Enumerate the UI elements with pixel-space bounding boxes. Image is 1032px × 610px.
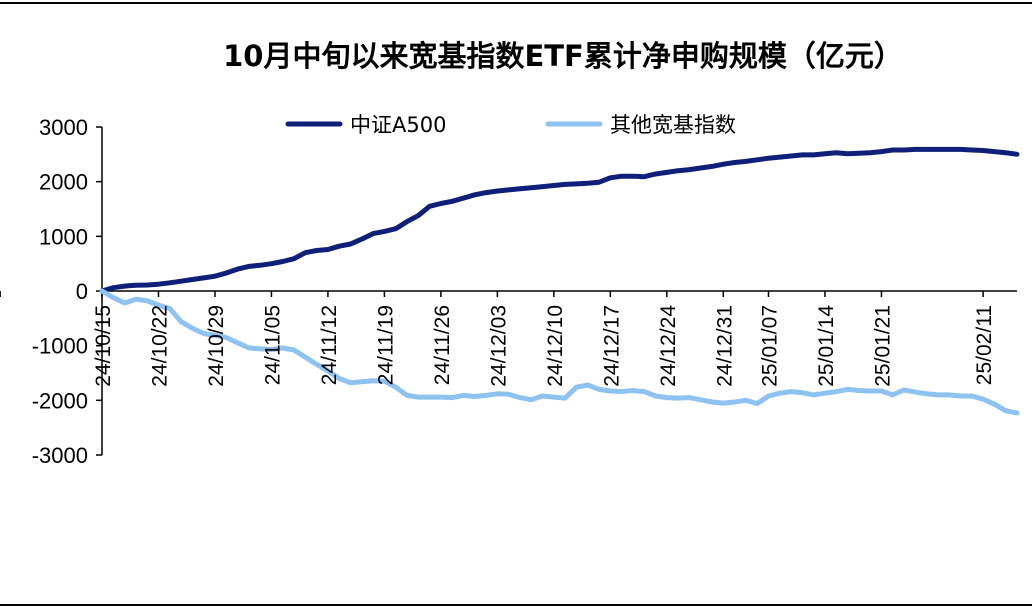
series-line-1 <box>99 146 1020 294</box>
chart-legend: 中证A500 其他宽基指数 <box>285 113 736 137</box>
y-tick-label: -3000 <box>32 443 88 468</box>
legend-label-2: 其他宽基指数 <box>610 113 736 137</box>
y-tick-label: 0 <box>76 279 88 304</box>
y-tick-label: -2000 <box>32 388 88 413</box>
x-tick-label: 24/11/12 <box>318 305 341 385</box>
y-tick-label: 3000 <box>39 115 88 140</box>
y-tick-label: 2000 <box>39 170 88 195</box>
y-tick-label: 1000 <box>39 224 88 249</box>
x-tick-label: 24/11/26 <box>431 305 454 385</box>
x-tick-label: 24/10/15 <box>92 305 115 387</box>
x-tick-label: 24/12/10 <box>544 305 567 387</box>
x-tick-label: 24/12/17 <box>600 305 623 387</box>
x-tick-label: 24/10/22 <box>148 305 171 387</box>
series-line-2 <box>99 288 1020 416</box>
x-tick-label: 24/12/31 <box>713 305 736 387</box>
x-tick-label: 24/11/19 <box>374 305 397 385</box>
x-tick-label: 25/01/07 <box>758 305 781 387</box>
x-tick-label: 24/10/29 <box>205 305 228 387</box>
y-axis-tick-labels: 3000 2000 1000 0 -1000 -2000 -3000 <box>32 115 88 468</box>
x-tick-label: 24/11/05 <box>261 305 284 385</box>
x-tick-label: 24/12/24 <box>657 305 680 387</box>
legend-label-1: 中证A500 <box>350 113 446 137</box>
chart-title: 10月中旬以来宽基指数ETF累计净申购规模（亿元） <box>223 39 903 73</box>
x-tick-label: 25/02/11 <box>973 305 996 385</box>
bottom-border <box>0 604 1032 606</box>
axes <box>0 126 1017 456</box>
series-layer <box>99 146 1020 416</box>
x-tick-label: 25/01/14 <box>815 305 838 387</box>
top-border <box>0 2 1032 4</box>
x-tick-label: 25/01/21 <box>871 305 894 387</box>
y-tick-label: -1000 <box>32 334 88 359</box>
x-axis-tick-labels: 24/10/15 24/10/22 24/10/29 24/11/05 24/11/12… <box>0 0 996 387</box>
x-tick-label: 24/12/03 <box>487 305 510 387</box>
